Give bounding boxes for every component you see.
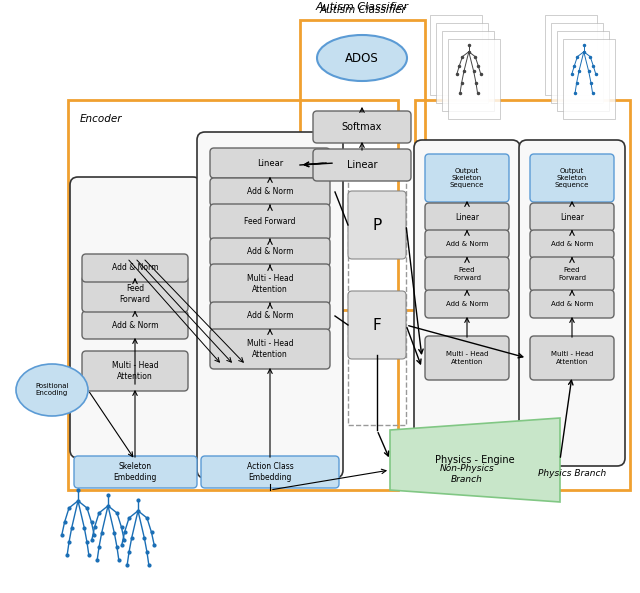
FancyBboxPatch shape — [425, 257, 509, 291]
FancyBboxPatch shape — [425, 290, 509, 318]
FancyBboxPatch shape — [201, 456, 339, 488]
Text: Autism Classifier: Autism Classifier — [316, 2, 408, 12]
Text: Add & Norm: Add & Norm — [446, 301, 488, 307]
FancyBboxPatch shape — [313, 111, 411, 143]
Bar — [563, 39, 615, 119]
Text: Add & Norm: Add & Norm — [551, 301, 593, 307]
Text: Add & Norm: Add & Norm — [247, 187, 293, 196]
FancyBboxPatch shape — [348, 291, 406, 359]
FancyBboxPatch shape — [530, 290, 614, 318]
FancyBboxPatch shape — [425, 203, 509, 231]
FancyBboxPatch shape — [210, 148, 330, 178]
FancyBboxPatch shape — [530, 154, 614, 202]
FancyBboxPatch shape — [82, 276, 188, 312]
FancyBboxPatch shape — [210, 238, 330, 266]
FancyBboxPatch shape — [425, 154, 509, 202]
Text: Add & Norm: Add & Norm — [112, 320, 158, 330]
Bar — [300, 20, 425, 310]
FancyBboxPatch shape — [519, 140, 625, 466]
FancyBboxPatch shape — [210, 178, 330, 206]
Text: Multi - Head
Attention: Multi - Head Attention — [246, 275, 293, 294]
Text: Physics - Engine: Physics - Engine — [435, 455, 515, 465]
Bar — [551, 23, 603, 103]
Polygon shape — [390, 418, 560, 502]
Text: Linear: Linear — [257, 158, 283, 167]
Bar — [68, 100, 398, 490]
Text: Physics Branch: Physics Branch — [538, 470, 606, 479]
Text: Output
Skeleton
Sequence: Output Skeleton Sequence — [450, 168, 484, 188]
Text: Multi - Head
Attention: Multi - Head Attention — [551, 352, 593, 365]
Text: P: P — [372, 218, 381, 232]
FancyBboxPatch shape — [425, 336, 509, 380]
Text: Linear: Linear — [347, 160, 377, 170]
FancyBboxPatch shape — [210, 302, 330, 330]
Text: Add & Norm: Add & Norm — [112, 263, 158, 273]
Text: Add & Norm: Add & Norm — [446, 241, 488, 247]
FancyBboxPatch shape — [82, 351, 188, 391]
Text: Multi - Head
Attention: Multi - Head Attention — [246, 339, 293, 359]
Text: Encoder: Encoder — [80, 114, 122, 124]
Text: Non-Physics
Branch: Non-Physics Branch — [440, 464, 494, 484]
Text: Positional
Encoding: Positional Encoding — [35, 384, 68, 397]
Text: Skeleton
Embedding: Skeleton Embedding — [113, 463, 157, 482]
FancyBboxPatch shape — [425, 230, 509, 258]
Bar — [430, 15, 482, 95]
FancyBboxPatch shape — [530, 336, 614, 380]
Text: Output
Skeleton
Sequence: Output Skeleton Sequence — [555, 168, 589, 188]
FancyBboxPatch shape — [348, 191, 406, 259]
Text: Autism Classifier: Autism Classifier — [319, 5, 406, 15]
Text: Linear: Linear — [455, 212, 479, 222]
FancyBboxPatch shape — [82, 254, 188, 282]
Text: Add & Norm: Add & Norm — [247, 311, 293, 320]
FancyBboxPatch shape — [530, 230, 614, 258]
Text: Feed
Forward: Feed Forward — [558, 267, 586, 280]
FancyBboxPatch shape — [313, 149, 411, 181]
Text: F: F — [372, 317, 381, 333]
FancyBboxPatch shape — [530, 257, 614, 291]
Bar — [436, 23, 488, 103]
Text: ADOS: ADOS — [345, 52, 379, 65]
Ellipse shape — [317, 35, 407, 81]
Text: Action Class
Embedding: Action Class Embedding — [246, 463, 293, 482]
FancyBboxPatch shape — [82, 311, 188, 339]
Text: Linear: Linear — [560, 212, 584, 222]
Text: Softmax: Softmax — [342, 122, 382, 132]
FancyBboxPatch shape — [70, 177, 201, 458]
Text: Feed Forward: Feed Forward — [244, 218, 296, 227]
Bar — [448, 39, 500, 119]
FancyBboxPatch shape — [74, 456, 197, 488]
Bar — [557, 31, 609, 111]
FancyBboxPatch shape — [210, 329, 330, 369]
Text: Add & Norm: Add & Norm — [247, 247, 293, 257]
Text: Multi - Head
Attention: Multi - Head Attention — [112, 361, 158, 381]
Text: Multi - Head
Attention: Multi - Head Attention — [446, 352, 488, 365]
Text: Feed
Forward: Feed Forward — [453, 267, 481, 280]
FancyBboxPatch shape — [210, 264, 330, 304]
Text: Add & Norm: Add & Norm — [551, 241, 593, 247]
Bar — [348, 175, 406, 425]
FancyBboxPatch shape — [530, 203, 614, 231]
Text: Feed
Forward: Feed Forward — [120, 284, 150, 304]
FancyBboxPatch shape — [414, 140, 520, 466]
Bar — [415, 100, 630, 490]
FancyBboxPatch shape — [197, 132, 343, 478]
FancyBboxPatch shape — [210, 204, 330, 240]
Bar — [545, 15, 597, 95]
Bar — [442, 31, 494, 111]
Ellipse shape — [16, 364, 88, 416]
